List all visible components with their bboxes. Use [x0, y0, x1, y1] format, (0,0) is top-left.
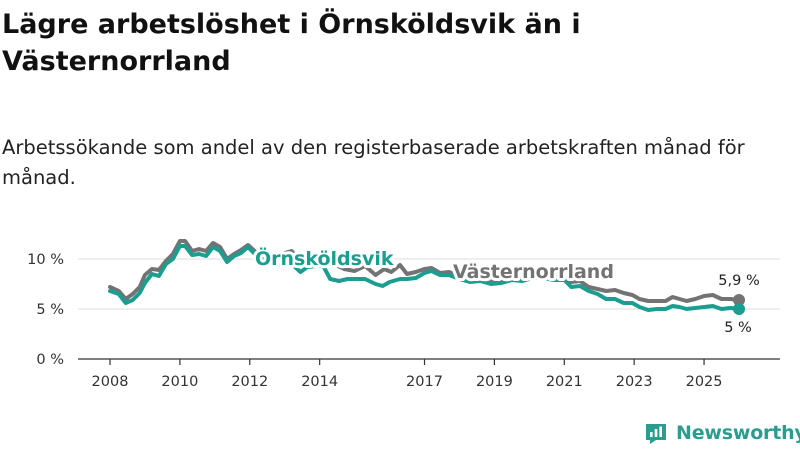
newsworthy-chart-icon: [646, 424, 666, 444]
series-label-vasternorrland: Västernorrland: [453, 261, 614, 283]
series-line-v-sternorrland: [108, 239, 741, 303]
x-tick-label: 2017: [406, 374, 443, 390]
end-label-vasternorrland: 5,9 %: [718, 273, 759, 289]
x-tick-label: 2025: [686, 374, 723, 390]
x-tick-label: 2023: [616, 374, 653, 390]
brand-name: Newsworthy: [676, 422, 800, 444]
x-tick-label: 2008: [92, 374, 129, 390]
y-tick-label: 10 %: [27, 252, 64, 268]
newsworthy-logo: Newsworthy: [644, 420, 800, 446]
end-point--rnsk-ldsvik: [733, 303, 746, 315]
x-tick-label: 2010: [161, 374, 198, 390]
series-layer: [108, 239, 746, 315]
chart-title: Lägre arbetslöshet i Örnsköldsvik än i V…: [2, 9, 581, 77]
label-layer: ÖrnsköldsvikÖrnsköldsvikVästernorrlandVä…: [252, 243, 760, 336]
y-tick-label: 0 %: [36, 352, 64, 368]
end-label-ornskoldsvik: 5 %: [724, 320, 752, 336]
x-tick-label: 2012: [231, 374, 268, 390]
x-tick-label: 2019: [476, 374, 513, 390]
chart-subtitle: Arbetssökande som andel av den registerb…: [2, 136, 745, 189]
end-point-v-sternorrland: [733, 294, 746, 306]
x-tick-label: 2014: [301, 374, 338, 390]
x-tick-label: 2021: [546, 374, 583, 390]
y-tick-label: 5 %: [36, 302, 64, 318]
series-label-vasternorrland-halo: Västernorrland: [453, 261, 614, 283]
series-label-ornskoldsvik: Örnsköldsvik: [255, 246, 394, 270]
series-line--rnsk-ldsvik: [108, 244, 741, 312]
series-label-ornskoldsvik-halo: Örnsköldsvik: [255, 246, 394, 270]
x-axis: 2008 2010 2012 2014 2017 2019 2021 2023 2025: [78, 358, 780, 390]
